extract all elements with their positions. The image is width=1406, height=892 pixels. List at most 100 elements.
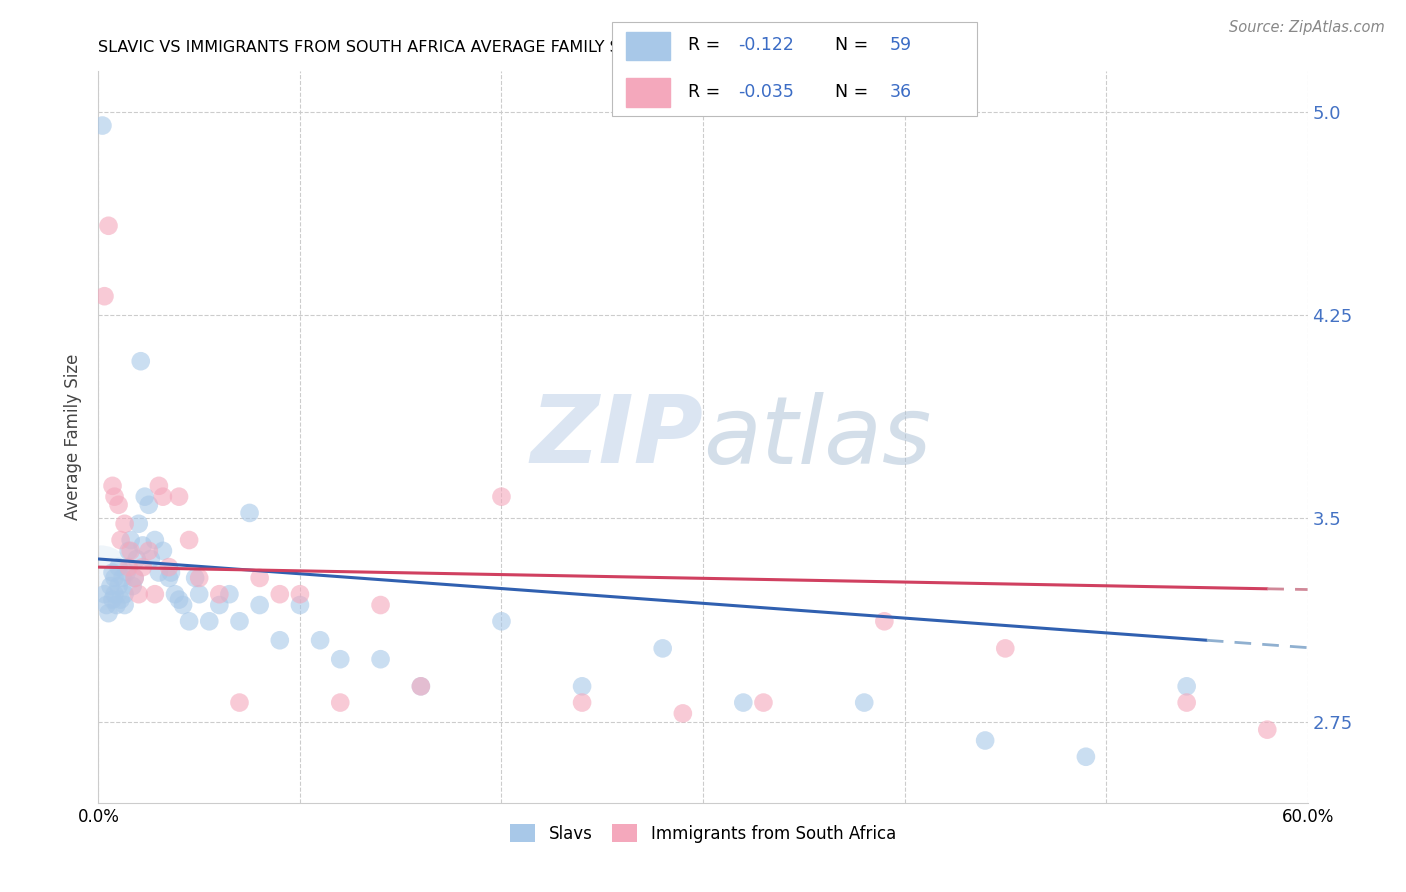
Point	[120, 533, 142, 547]
Bar	[626, 32, 671, 60]
Point	[179, 615, 201, 629]
Point	[994, 641, 1017, 656]
Point	[218, 587, 240, 601]
Point	[121, 579, 143, 593]
Point	[107, 498, 129, 512]
Point	[132, 560, 155, 574]
Point	[148, 566, 170, 580]
Point	[125, 552, 148, 566]
Point	[228, 615, 250, 629]
Text: -0.035: -0.035	[738, 83, 793, 101]
Point	[329, 696, 352, 710]
Text: 59: 59	[890, 36, 911, 54]
Text: ZIP: ZIP	[530, 391, 703, 483]
FancyBboxPatch shape	[612, 22, 977, 116]
Point	[118, 544, 141, 558]
Point	[733, 696, 755, 710]
Point	[97, 219, 120, 233]
Point	[124, 571, 146, 585]
Point	[752, 696, 775, 710]
Text: atlas: atlas	[703, 392, 931, 483]
Point	[198, 615, 221, 629]
Point	[249, 598, 271, 612]
Point	[853, 696, 876, 710]
Point	[103, 490, 125, 504]
Point	[1175, 696, 1198, 710]
Point	[93, 587, 115, 601]
Point	[115, 566, 138, 580]
Point	[249, 571, 271, 585]
Point	[143, 587, 166, 601]
Point	[208, 587, 231, 601]
Point	[110, 533, 132, 547]
Point	[288, 587, 311, 601]
Point	[129, 354, 152, 368]
Point	[91, 119, 114, 133]
Point	[152, 544, 174, 558]
Point	[143, 533, 166, 547]
Point	[491, 490, 513, 504]
Point	[571, 679, 593, 693]
Y-axis label: Average Family Size: Average Family Size	[65, 354, 83, 520]
Point	[152, 490, 174, 504]
Point	[101, 592, 124, 607]
Point	[873, 615, 896, 629]
Point	[138, 498, 160, 512]
Text: SLAVIC VS IMMIGRANTS FROM SOUTH AFRICA AVERAGE FAMILY SIZE CORRELATION CHART: SLAVIC VS IMMIGRANTS FROM SOUTH AFRICA A…	[98, 40, 825, 55]
Point	[96, 598, 118, 612]
Point	[111, 571, 134, 585]
Point	[409, 679, 432, 693]
Point	[139, 552, 162, 566]
Point	[118, 560, 141, 574]
Point	[167, 490, 190, 504]
Point	[208, 598, 231, 612]
Point	[114, 516, 136, 531]
Text: N =: N =	[824, 36, 873, 54]
Point	[188, 587, 211, 601]
Point	[167, 592, 190, 607]
Point	[269, 633, 291, 648]
Point	[105, 598, 128, 612]
Point	[329, 652, 352, 666]
Point	[188, 571, 211, 585]
Point	[370, 598, 392, 612]
Point	[571, 696, 593, 710]
Point	[269, 587, 291, 601]
Point	[179, 533, 201, 547]
Point	[120, 544, 142, 558]
Point	[110, 592, 132, 607]
Text: -0.122: -0.122	[738, 36, 793, 54]
Point	[288, 598, 311, 612]
Point	[1074, 749, 1097, 764]
Point	[974, 733, 997, 747]
Point	[148, 479, 170, 493]
Point	[103, 571, 125, 585]
Point	[651, 641, 673, 656]
Point	[107, 560, 129, 574]
Point	[101, 479, 124, 493]
Point	[89, 571, 111, 585]
Bar	[626, 78, 671, 107]
Point	[239, 506, 262, 520]
Point	[157, 571, 180, 585]
Point	[100, 579, 122, 593]
Text: Source: ZipAtlas.com: Source: ZipAtlas.com	[1229, 20, 1385, 35]
Text: R =: R =	[689, 36, 725, 54]
Point	[124, 571, 146, 585]
Point	[107, 579, 129, 593]
Point	[172, 598, 194, 612]
Legend: Slavs, Immigrants from South Africa: Slavs, Immigrants from South Africa	[503, 818, 903, 849]
Point	[128, 587, 150, 601]
Point	[309, 633, 332, 648]
Text: 36: 36	[890, 83, 911, 101]
Point	[409, 679, 432, 693]
Point	[491, 615, 513, 629]
Point	[114, 587, 136, 601]
Text: N =: N =	[824, 83, 873, 101]
Point	[184, 571, 207, 585]
Point	[101, 566, 124, 580]
Point	[1175, 679, 1198, 693]
Point	[103, 587, 125, 601]
Point	[1256, 723, 1278, 737]
Point	[132, 538, 155, 552]
